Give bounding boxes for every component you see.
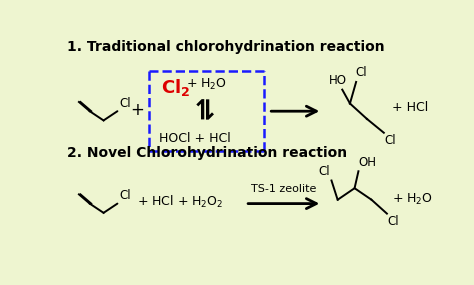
Text: Cl: Cl [384, 134, 396, 147]
Text: Cl: Cl [119, 189, 130, 202]
Text: Cl: Cl [388, 215, 399, 228]
Text: $\mathbf{Cl_2}$: $\mathbf{Cl_2}$ [161, 77, 190, 98]
Text: + H$_2$O: + H$_2$O [392, 192, 433, 207]
Text: +: + [130, 101, 145, 119]
Text: + H$_2$O: + H$_2$O [186, 77, 227, 92]
Text: + HCl: + HCl [392, 101, 428, 114]
Text: HOCl + HCl: HOCl + HCl [159, 132, 231, 145]
Text: OH: OH [358, 156, 376, 169]
Text: Cl: Cl [319, 165, 330, 178]
Text: Cl: Cl [356, 66, 367, 79]
Text: + HCl + H$_2$O$_2$: + HCl + H$_2$O$_2$ [137, 194, 224, 210]
Text: HO: HO [328, 74, 346, 87]
Text: ⇌: ⇌ [191, 96, 219, 119]
Text: 1. Traditional chlorohydrination reaction: 1. Traditional chlorohydrination reactio… [66, 40, 384, 54]
Text: Cl: Cl [119, 97, 130, 110]
Text: 2. Novel Chlorohydrination reaction: 2. Novel Chlorohydrination reaction [66, 146, 346, 160]
Text: TS-1 zeolite: TS-1 zeolite [251, 184, 317, 194]
